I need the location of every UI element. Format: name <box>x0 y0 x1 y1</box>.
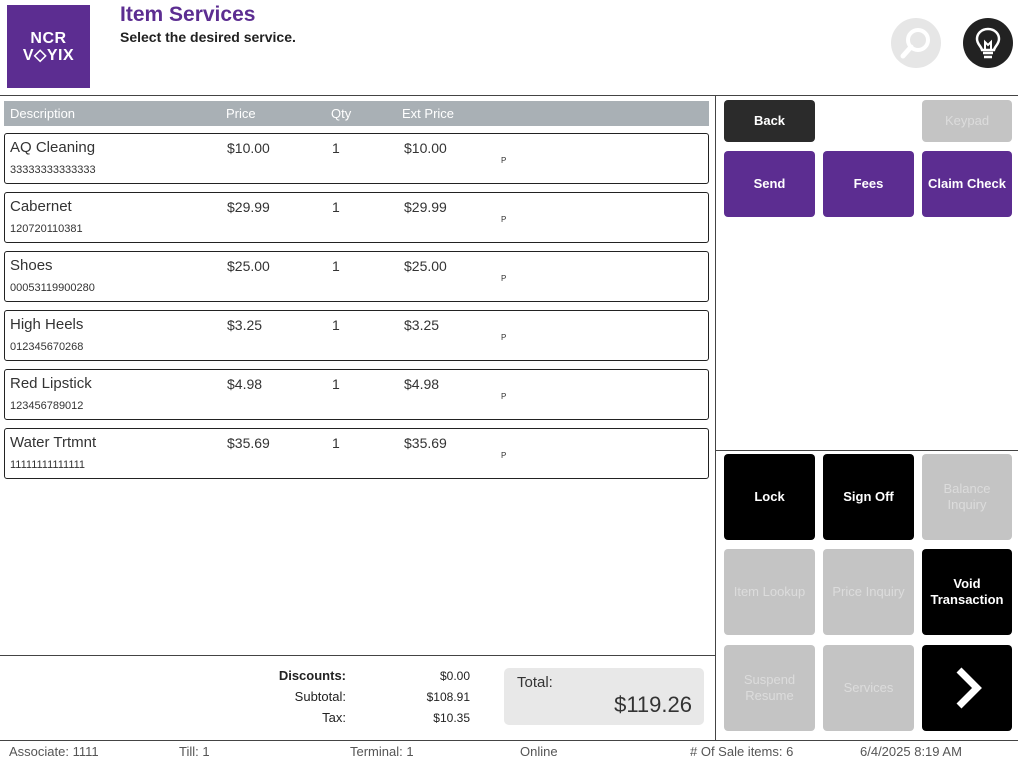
item-description: Shoes <box>10 257 53 274</box>
status-associate: Associate: 1111 <box>9 744 99 759</box>
status-connection: Online <box>520 744 558 759</box>
logo-line1: NCR <box>30 29 67 47</box>
tax-value: $10.35 <box>433 711 470 725</box>
item-flag: P <box>501 215 507 224</box>
status-divider <box>0 740 1018 741</box>
item-row[interactable]: Red Lipstick 123456789012 $4.98 1 $4.98 … <box>4 369 709 420</box>
item-code: 33333333333333 <box>10 164 96 176</box>
item-qty: 1 <box>332 435 340 451</box>
balance-inquiry-button[interactable]: Balance Inquiry <box>922 454 1012 540</box>
search-button[interactable] <box>891 18 941 68</box>
item-ext-price: $35.69 <box>404 435 447 451</box>
item-row[interactable]: AQ Cleaning 33333333333333 $10.00 1 $10.… <box>4 133 709 184</box>
panel-divider <box>715 95 716 740</box>
send-button[interactable]: Send <box>724 151 815 217</box>
item-qty: 1 <box>332 258 340 274</box>
claim-check-button[interactable]: Claim Check <box>922 151 1012 217</box>
lightbulb-icon <box>975 27 1001 59</box>
total-value: $119.26 <box>614 692 692 717</box>
item-flag: P <box>501 451 507 460</box>
total-label: Total: <box>517 674 553 691</box>
item-description: Water Trtmnt <box>10 434 97 451</box>
item-qty: 1 <box>332 140 340 156</box>
item-ext-price: $4.98 <box>404 376 440 392</box>
void-transaction-button[interactable]: Void Transaction <box>922 549 1012 635</box>
next-page-button[interactable] <box>922 645 1012 731</box>
item-qty: 1 <box>332 376 340 392</box>
col-description: Description <box>10 106 76 121</box>
item-description: AQ Cleaning <box>10 139 96 156</box>
discounts-label: Discounts: <box>278 668 346 683</box>
fees-button[interactable]: Fees <box>823 151 914 217</box>
item-row[interactable]: Cabernet 120720110381 $29.99 1 $29.99 P <box>4 192 709 243</box>
subtotal-label: Subtotal: <box>294 689 346 704</box>
totals-divider <box>0 655 715 656</box>
col-ext-price: Ext Price <box>402 106 455 121</box>
item-qty: 1 <box>332 317 340 333</box>
sign-off-button[interactable]: Sign Off <box>823 454 914 540</box>
item-description: High Heels <box>10 316 84 333</box>
item-price: $25.00 <box>227 258 270 274</box>
item-description: Cabernet <box>10 198 72 215</box>
item-code: 00053119900280 <box>10 282 95 294</box>
item-ext-price: $10.00 <box>404 140 447 156</box>
price-inquiry-button[interactable]: Price Inquiry <box>823 549 914 635</box>
header-divider <box>0 95 1018 96</box>
logo-line2: V◇YIX <box>22 46 75 64</box>
item-list-header: Description Price Qty Ext Price <box>4 101 709 126</box>
status-terminal: Terminal: 1 <box>350 744 414 759</box>
lock-button[interactable]: Lock <box>724 454 815 540</box>
item-flag: P <box>501 392 507 401</box>
status-till: Till: 1 <box>179 744 210 759</box>
item-flag: P <box>501 333 507 342</box>
col-price: Price <box>226 106 256 121</box>
item-price: $10.00 <box>227 140 270 156</box>
item-code: 012345670268 <box>10 341 84 353</box>
arrow-right-icon <box>956 667 982 709</box>
item-price: $29.99 <box>227 199 270 215</box>
item-code: 120720110381 <box>10 223 83 235</box>
hint-button[interactable] <box>963 18 1013 68</box>
item-flag: P <box>501 274 507 283</box>
item-lookup-button[interactable]: Item Lookup <box>724 549 815 635</box>
keypad-button[interactable]: Keypad <box>922 100 1012 142</box>
back-button[interactable]: Back <box>724 100 815 142</box>
item-row[interactable]: Shoes 00053119900280 $25.00 1 $25.00 P <box>4 251 709 302</box>
item-code: 11111111111111 <box>10 459 86 471</box>
total-box: Total: $119.26 <box>504 668 704 725</box>
search-icon <box>900 28 930 59</box>
status-sale-items: # Of Sale items: 6 <box>690 744 794 759</box>
suspend-resume-button[interactable]: Suspend Resume <box>724 645 815 731</box>
col-qty: Qty <box>331 106 352 121</box>
services-button[interactable]: Services <box>823 645 914 731</box>
button-panel-divider <box>716 450 1018 451</box>
item-price: $4.98 <box>227 376 263 392</box>
item-price: $35.69 <box>227 435 270 451</box>
subtotal-value: $108.91 <box>426 690 470 704</box>
item-ext-price: $25.00 <box>404 258 447 274</box>
item-price: $3.25 <box>227 317 263 333</box>
item-flag: P <box>501 156 507 165</box>
page-subtitle: Select the desired service. <box>120 29 296 45</box>
item-qty: 1 <box>332 199 340 215</box>
item-row[interactable]: Water Trtmnt 11111111111111 $35.69 1 $35… <box>4 428 709 479</box>
tax-label: Tax: <box>322 710 346 725</box>
item-ext-price: $3.25 <box>404 317 440 333</box>
ncr-voyix-logo: NCR V◇YIX <box>7 5 90 88</box>
discounts-value: $0.00 <box>439 669 470 683</box>
page-title: Item Services <box>120 3 256 26</box>
item-code: 123456789012 <box>10 400 84 412</box>
item-row[interactable]: High Heels 012345670268 $3.25 1 $3.25 P <box>4 310 709 361</box>
item-ext-price: $29.99 <box>404 199 447 215</box>
status-datetime: 6/4/2025 8:19 AM <box>860 744 962 759</box>
item-description: Red Lipstick <box>10 375 92 392</box>
